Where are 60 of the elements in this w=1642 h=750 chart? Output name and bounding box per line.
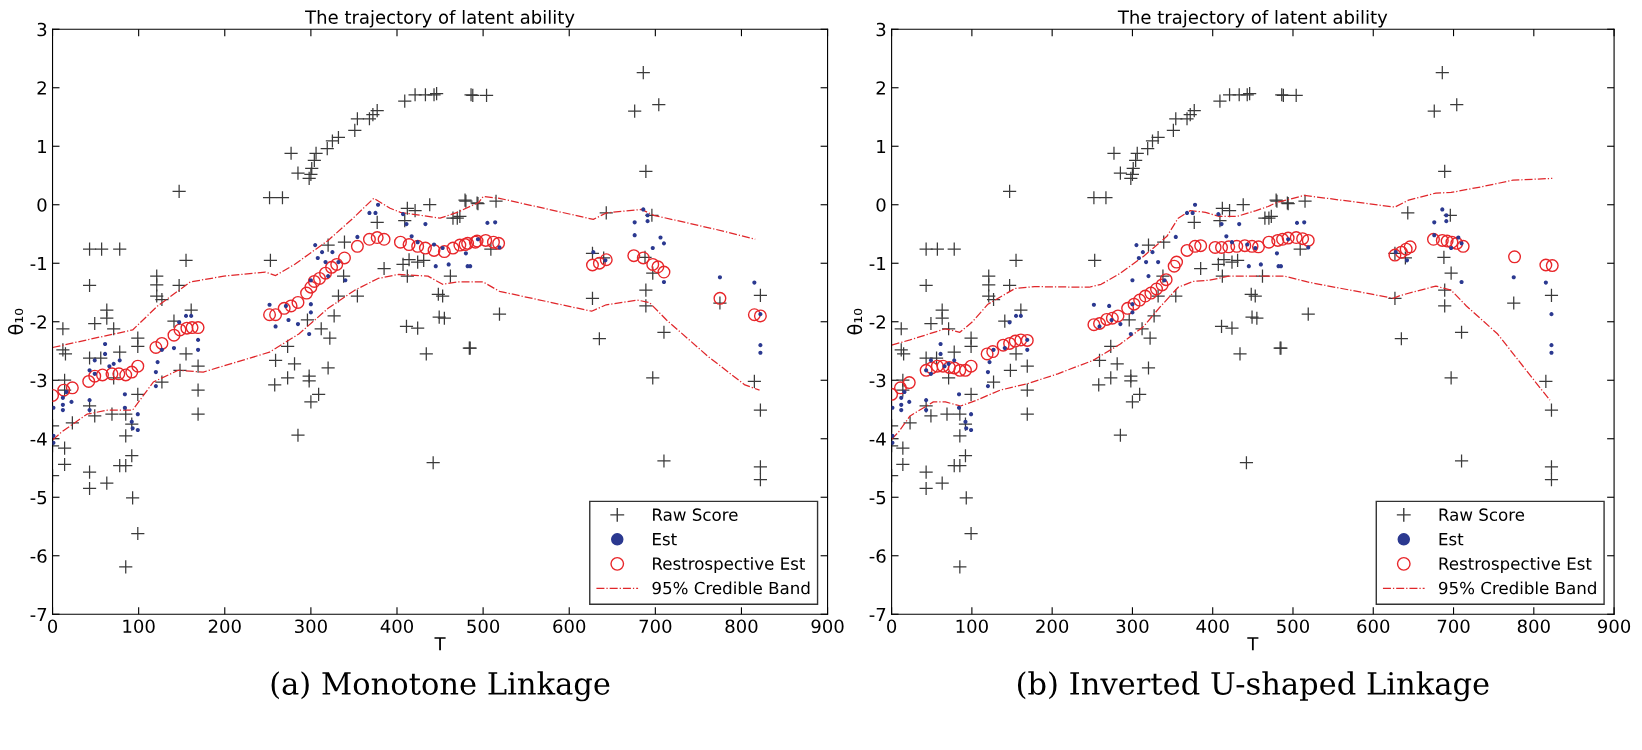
y-tick-label: -1 <box>30 256 47 271</box>
legend-label: 95% Credible Band <box>1438 581 1596 595</box>
x-tick-label: 400 <box>1196 619 1229 634</box>
x-tick-label: 100 <box>956 619 988 634</box>
x-tick-label: 300 <box>295 619 327 634</box>
legend-label: Est <box>1439 533 1464 546</box>
x-tick-label: 700 <box>639 619 672 634</box>
y-tick-label: 0 <box>876 198 886 212</box>
y-tick-label: -1 <box>869 256 886 271</box>
y-tick-label: 2 <box>37 81 46 95</box>
y-axis-title: θ₁₀ <box>846 308 863 335</box>
x-tick-label: 400 <box>380 619 414 634</box>
chart-title: The trajectory of latent ability <box>305 9 575 28</box>
legend-label: Est <box>653 533 677 546</box>
text: (a) Monotone Linkage <box>271 671 610 702</box>
x-axis-title: T <box>1247 637 1259 651</box>
x-tick-label: 800 <box>1517 619 1550 634</box>
legend-label: Raw Score <box>1439 508 1525 521</box>
y-tick-label: 0 <box>37 198 47 212</box>
x-tick-label: 200 <box>1036 619 1069 634</box>
chart-title: The trajectory of latent ability <box>1117 9 1388 28</box>
y-tick-label: 1 <box>38 139 47 154</box>
x-tick-label: 600 <box>1357 619 1390 634</box>
legend-label: Raw Score <box>653 508 738 521</box>
x-tick-label: 800 <box>725 619 758 634</box>
x-tick-label: 100 <box>123 619 155 634</box>
y-tick-label: -7 <box>869 607 886 622</box>
y-tick-label: -5 <box>869 490 886 505</box>
x-tick-label: 300 <box>1116 619 1149 634</box>
y-tick-label: 2 <box>876 81 885 95</box>
y-tick-label: -2 <box>869 315 885 329</box>
x-tick-label: 700 <box>1437 619 1470 634</box>
y-tick-label: -2 <box>30 315 46 329</box>
x-tick-label: 0 <box>887 619 897 634</box>
x-tick-label: 900 <box>1597 619 1631 634</box>
y-tick-label: -5 <box>30 490 47 505</box>
text: (b) Inverted U-shaped Linkage <box>1017 671 1489 702</box>
y-tick-label: -7 <box>30 607 47 622</box>
x-tick-label: 0 <box>47 619 58 634</box>
x-tick-label: 500 <box>1277 619 1310 634</box>
y-tick-label: 3 <box>37 22 47 37</box>
legend-label: 95% Credible Band <box>652 581 810 595</box>
y-tick-label: 1 <box>877 139 886 154</box>
y-tick-label: -6 <box>30 549 47 563</box>
y-tick-label: -3 <box>869 373 886 388</box>
x-tick-label: 500 <box>467 619 500 634</box>
y-tick-label: 3 <box>876 22 886 37</box>
line-series <box>52 195 756 349</box>
x-tick-label: 200 <box>208 619 241 634</box>
y-tick-label: -4 <box>30 432 47 446</box>
x-axis-title: T <box>434 637 446 651</box>
x-tick-label: 600 <box>553 619 586 634</box>
y-tick-label: -3 <box>30 373 47 388</box>
x-tick-label: 900 <box>811 619 844 634</box>
y-tick-label: -6 <box>869 549 886 563</box>
legend-label: Restrospective Est <box>1439 556 1592 574</box>
line-series <box>891 177 1553 346</box>
y-axis-title: θ₁₀ <box>7 308 24 335</box>
y-tick-label: -4 <box>869 432 886 446</box>
legend-label: Restrospective Est <box>653 556 806 574</box>
